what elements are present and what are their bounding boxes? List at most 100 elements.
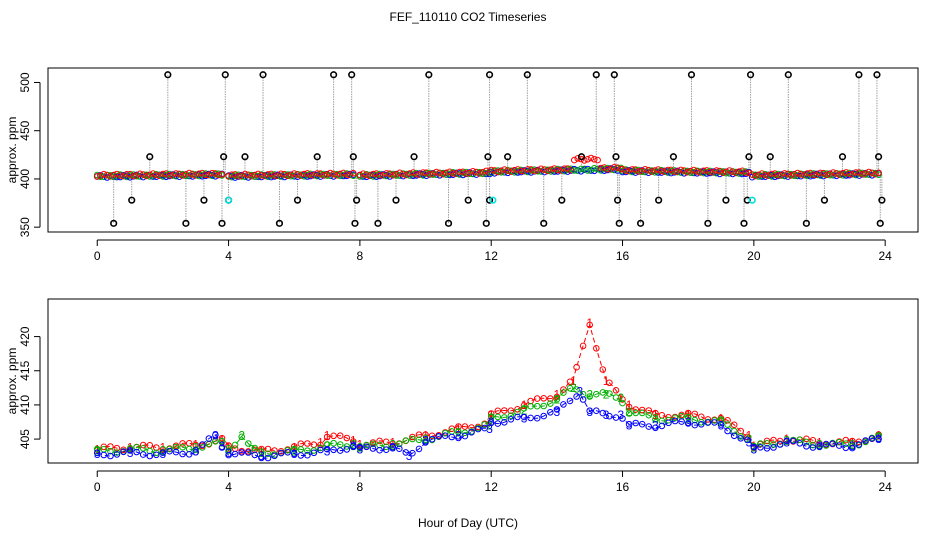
baseline-point [231,171,239,178]
outlier-point [293,196,302,204]
series-point-2 [245,440,252,447]
calibration-point [224,196,233,204]
series-point-3 [310,449,318,457]
outlier-point [523,71,531,79]
baseline-point [567,166,575,174]
series-label-2: 2 [626,405,633,419]
baseline-point [479,168,487,176]
baseline-point [859,170,866,178]
series-point-2 [153,449,160,457]
baseline-point [453,170,460,177]
baseline-point [504,167,512,174]
baseline-point [591,167,598,175]
baseline-point [875,171,882,178]
series-point-1 [849,437,856,445]
top-panel: 0 4 8 12 16 20 24 350 400 450 500 approx. ppm [5,67,919,263]
baseline-point [794,172,801,179]
series-label-3: 3 [94,447,101,461]
x-tick-label: 24 [878,249,892,263]
series-point-1 [540,395,548,402]
series-point-1 [317,441,324,449]
baseline-point [584,156,591,163]
series-point-1 [415,431,423,439]
series-point-2 [835,438,843,446]
y-tick-label: 405 [18,429,32,449]
series-label-2: 2 [238,429,245,443]
baseline-point [742,169,750,176]
series-point-2 [212,438,219,445]
baseline-point [281,170,288,178]
series-point-2 [343,443,351,450]
series-label-1: 1 [521,398,528,412]
x-tick-label: 8 [357,480,364,494]
outlier-point [612,153,620,161]
series-label-3: 3 [455,429,462,443]
series-point-1 [264,445,272,453]
outlier-point [410,153,418,161]
baseline-point [346,171,354,179]
baseline-point [241,170,249,178]
series-point-1 [606,379,613,387]
baseline-point [439,170,447,178]
series-label-2: 2 [219,436,226,450]
outlier-point [221,71,229,79]
baseline-point [784,170,792,178]
series-point-3 [258,454,265,462]
series-point-3 [737,435,745,442]
series-point-1 [593,345,600,352]
baseline-point [261,172,269,180]
baseline-point [494,168,502,176]
series-label-3: 3 [406,449,413,463]
series-point-3 [422,439,429,446]
series-point-3 [645,423,653,430]
baseline-point [571,167,578,174]
series-point-3 [166,447,173,455]
baseline-point [294,171,301,178]
series-point-2 [126,445,134,452]
series-label-3: 3 [219,439,226,453]
baseline-point [645,166,652,174]
baseline-point [713,167,720,174]
series-point-1 [612,387,620,394]
baseline-point [469,168,477,175]
series-point-1 [553,393,561,401]
baseline-point [185,169,193,177]
series-point-3 [573,393,580,400]
baseline-point [755,171,763,179]
series-point-3 [402,449,410,456]
baseline-point [429,170,437,177]
baseline-point [726,169,733,177]
outlier-point [353,196,361,204]
series-label-1: 1 [718,412,725,426]
baseline-point [169,171,177,179]
baseline-point [687,167,694,175]
series-point-3 [553,406,561,413]
baseline-point [868,169,876,177]
series-label-2: 2 [746,432,753,446]
series-point-3 [652,424,659,432]
baseline-point [254,172,262,180]
series-point-1 [100,443,108,451]
series-point-3 [290,450,298,458]
series-point-2 [304,447,311,455]
outlier-point [704,219,712,227]
series-point-1 [638,406,646,414]
series-label-3: 3 [225,446,232,460]
series-point-1 [461,423,469,430]
baseline-point [654,168,662,175]
outlier-point [577,153,586,161]
outlier-point [655,196,663,204]
series-point-2 [547,400,554,407]
series-point-2 [251,444,259,452]
y-tick-label: 415 [18,360,32,380]
baseline-point [507,168,515,175]
baseline-point [199,171,206,179]
baseline-point [710,168,717,176]
baseline-point [258,173,265,181]
baseline-point [537,168,545,175]
series-point-3 [396,445,403,453]
baseline-point [416,171,424,178]
series-point-3 [829,440,836,448]
series-label-1: 1 [626,398,633,412]
x-tick-label: 4 [225,249,232,263]
